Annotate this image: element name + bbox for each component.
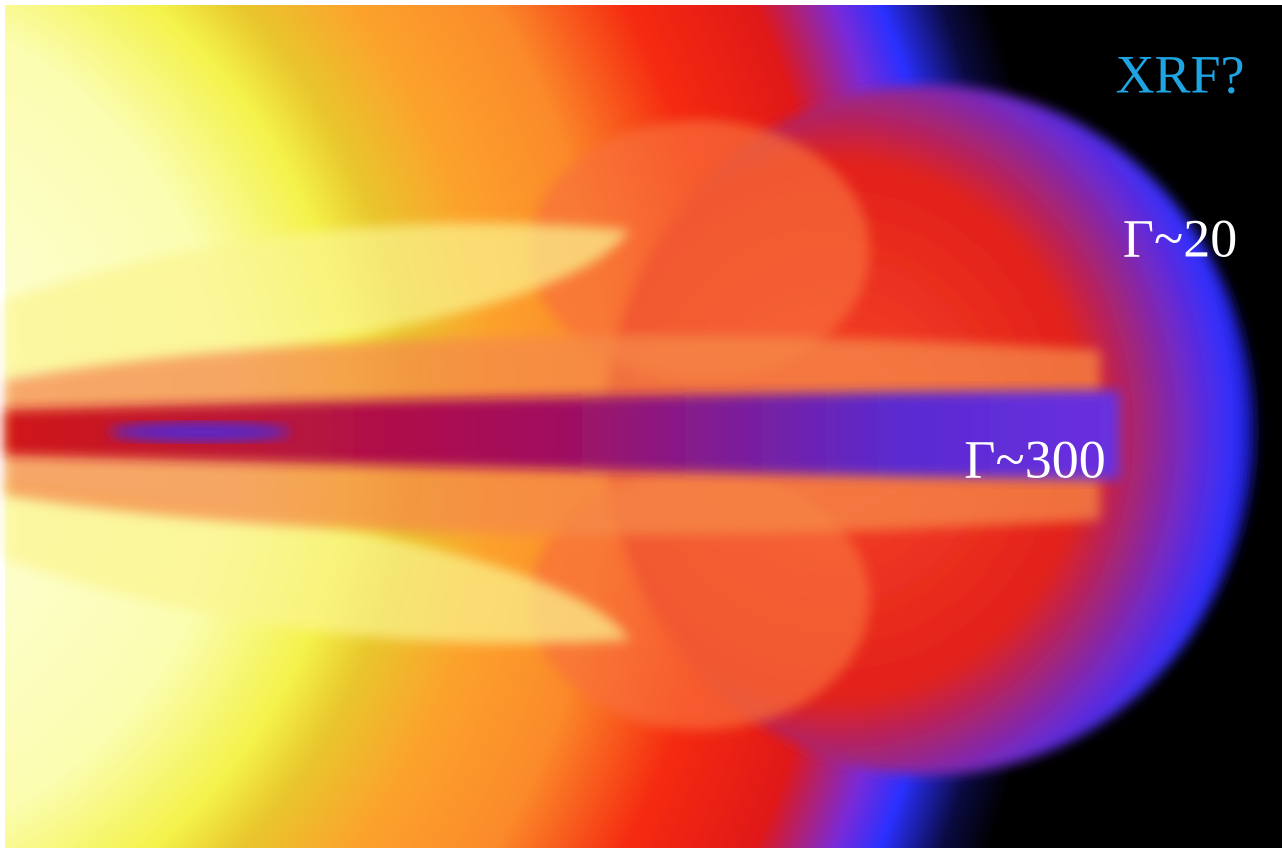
gamma-300-label: Γ~300 <box>964 429 1105 489</box>
jet-simulation-image: XRF? Γ~20 Γ~300 <box>0 0 1282 851</box>
jet-core <box>110 422 290 442</box>
gamma-20-label: Γ~20 <box>1123 208 1237 268</box>
xrf-label: XRF? <box>1115 44 1244 104</box>
